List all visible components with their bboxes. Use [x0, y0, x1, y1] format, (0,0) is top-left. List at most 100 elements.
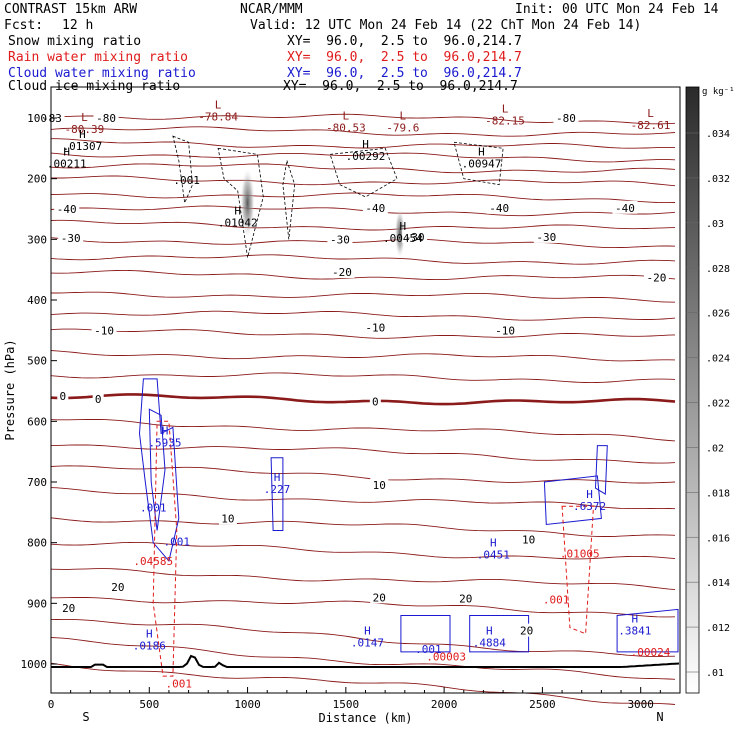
colorbar-tick-label: .014 — [706, 578, 730, 589]
isotherm-label-bg — [57, 388, 69, 402]
isotherm-contour — [50, 350, 676, 362]
isotherm-label: -20 — [646, 272, 666, 285]
isotherm-label-bg — [108, 579, 127, 593]
extremum-marker: H — [486, 625, 493, 638]
init-time: Init: 00 UTC Mon 24 Feb 14 — [515, 2, 719, 17]
x-tick-label: 2000 — [431, 698, 458, 711]
cloud-water-contour — [616, 608, 679, 653]
colorbar-tick-label: .02 — [706, 443, 724, 454]
isotherm-label-bg — [362, 200, 388, 214]
isotherm-label-bg — [370, 478, 389, 492]
isotherm-label-bg — [54, 202, 80, 215]
isotherm-label-bg — [58, 231, 84, 245]
extremum-marker: H — [631, 613, 638, 626]
isotherm-label-bg — [533, 229, 559, 243]
isotherm-contour — [50, 444, 676, 464]
extremum-value: -82.61 — [631, 119, 671, 132]
isotherm-contour — [50, 152, 676, 163]
forecast-label: Fcst: — [4, 18, 44, 33]
extremum-value: .3841 — [618, 625, 651, 638]
north-label: N — [656, 710, 663, 724]
isotherm-label: 20 — [520, 625, 533, 638]
cloud-water-contour — [138, 378, 180, 562]
isotherm-label-bg — [519, 532, 538, 546]
field-cloud-water: Cloud water mixing ratio — [8, 66, 196, 81]
isotherm-label-bg — [93, 111, 119, 124]
isotherm-contour — [50, 465, 676, 484]
isotherm-label: -30 — [536, 231, 556, 244]
isotherm-contour — [50, 541, 676, 560]
isotherm-label-bg — [59, 601, 78, 615]
isotherm-label-bg — [370, 590, 389, 604]
isotherm-label: -30 — [330, 233, 350, 246]
extremum-marker: H — [400, 220, 407, 233]
isotherm-label-bg — [369, 394, 381, 408]
organization: NCAR/MMM — [240, 2, 303, 17]
extremum-value: .0186 — [133, 640, 166, 653]
cloud-water-contour — [594, 445, 608, 495]
isotherm-contour — [50, 568, 676, 591]
isotherm-contour — [51, 597, 676, 618]
y-tick-label: 200 — [27, 173, 47, 186]
ice-contour — [453, 141, 504, 186]
forecast-hour: 12 h — [62, 18, 94, 33]
extremum-value: .5935 — [148, 437, 181, 450]
extremum-value: .01307 — [63, 140, 103, 153]
isotherm-label-bg — [517, 623, 536, 637]
isotherm-contour — [50, 662, 676, 705]
colorbar-tick-label: .018 — [706, 488, 730, 499]
isotherm-contour — [50, 126, 676, 137]
extremum-value: .00211 — [47, 157, 87, 170]
cloud-water-contour — [469, 615, 530, 653]
isotherm-label-bg — [402, 229, 428, 243]
axes: 0 500 1000 1500 2000 2500 30001002003004005006… — [3, 112, 664, 725]
extremum-value: .6372 — [573, 500, 606, 513]
colorbar-tick-label: .028 — [706, 264, 730, 275]
rain-contour — [152, 420, 178, 677]
y-tick-label: 400 — [27, 294, 47, 307]
colorbar-tick-label: .016 — [706, 533, 730, 544]
extremum-value: .001 — [543, 594, 570, 607]
isotherm-contour — [50, 219, 676, 231]
isotherm-label: -80 — [556, 112, 576, 125]
extremum-marker: H — [162, 425, 169, 438]
isotherm-label-bg — [218, 511, 237, 525]
isotherm-label: 20 — [459, 592, 472, 605]
snow-shading-blob — [240, 168, 255, 237]
extremum-value: .01005 — [560, 548, 600, 561]
isotherm-contour — [50, 163, 676, 174]
y-tick-label: 100 — [27, 112, 47, 125]
y-tick-label: 600 — [27, 415, 47, 428]
isotherm-contour — [50, 637, 676, 680]
isotherm-label: 0 — [372, 395, 379, 408]
isotherm-contour — [50, 310, 676, 321]
extremum-value: .0451 — [477, 549, 510, 562]
colorbar-tick-label: .034 — [706, 129, 730, 140]
extremum-value: -80.39 — [65, 123, 105, 136]
isotherm-label: -40 — [365, 202, 385, 215]
extremum-value: .001 — [173, 174, 200, 187]
extremum-marker: H — [586, 488, 593, 501]
extremum-value: .227 — [264, 483, 291, 496]
isotherm-label-bg — [492, 323, 518, 337]
ice-contour — [329, 147, 398, 198]
x-tick-label: 0 — [48, 698, 55, 711]
extremum-value: .4884 — [473, 637, 506, 650]
field-snow: Snow mixing ratio — [8, 34, 142, 49]
isotherm-label-bg — [643, 270, 669, 284]
extremum-value: .001 — [164, 535, 191, 548]
colorbar-tick-label: .01 — [706, 668, 724, 679]
colorbar-fill — [685, 86, 700, 694]
extremum-value: .00454 — [383, 232, 423, 245]
isotherm-contour — [50, 269, 676, 281]
isotherm-contour — [50, 517, 676, 537]
isotherm-contour — [50, 175, 676, 187]
extremum-value: .001 — [166, 677, 193, 690]
isotherm-label-bg — [612, 200, 638, 214]
y-tick-label: 700 — [27, 476, 47, 489]
extremum-value: -79.6 — [386, 122, 419, 135]
extremum-value: .00947 — [462, 157, 502, 170]
extremum-value: .001 — [415, 643, 442, 656]
extremum-marker: H — [63, 145, 70, 158]
